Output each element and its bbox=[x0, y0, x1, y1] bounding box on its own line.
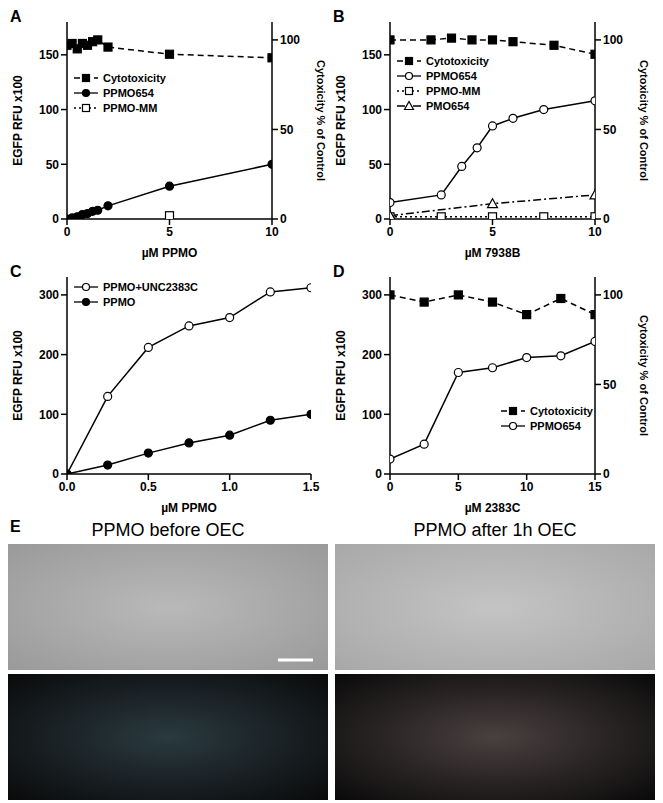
svg-text:µM PPMO: µM PPMO bbox=[161, 501, 217, 515]
svg-text:EGFP RFU x100: EGFP RFU x100 bbox=[11, 330, 25, 421]
svg-text:100: 100 bbox=[362, 408, 382, 422]
svg-text:0.0: 0.0 bbox=[59, 480, 76, 494]
svg-text:150: 150 bbox=[362, 48, 382, 62]
svg-text:100: 100 bbox=[603, 288, 623, 302]
html-text:PPMO654: PPMO654 bbox=[103, 86, 154, 99]
svg-text:5: 5 bbox=[455, 480, 462, 494]
svg-text:50: 50 bbox=[369, 158, 383, 172]
html-text:B: B bbox=[333, 8, 345, 25]
svg-text:0: 0 bbox=[603, 212, 610, 226]
html-text:Cytotoxicity: Cytotoxicity bbox=[426, 54, 489, 67]
svg-text:Cytoxicity % of Control: Cytoxicity % of Control bbox=[315, 60, 327, 181]
html-text:PPMO-MM: PPMO-MM bbox=[426, 84, 481, 97]
html-text:C: C bbox=[10, 263, 22, 280]
html-text:PPMO-MM: PPMO-MM bbox=[103, 101, 158, 114]
html-text:PPMO+UNC2383C: PPMO+UNC2383C bbox=[103, 280, 199, 293]
html-text:PPMO654: PPMO654 bbox=[426, 69, 477, 82]
svg-text:0: 0 bbox=[64, 225, 71, 239]
svg-text:0: 0 bbox=[387, 480, 394, 494]
html-text:PPMO before OEC: PPMO before OEC bbox=[91, 520, 245, 540]
svg-text:200: 200 bbox=[39, 348, 59, 362]
svg-text:100: 100 bbox=[362, 103, 382, 117]
svg-text:Cytoxicity % of Control: Cytoxicity % of Control bbox=[638, 60, 650, 181]
svg-text:0: 0 bbox=[280, 212, 287, 226]
svg-text:0: 0 bbox=[52, 212, 59, 226]
svg-text:0: 0 bbox=[603, 467, 610, 481]
svg-text:µM 7938B: µM 7938B bbox=[465, 246, 521, 260]
svg-text:1.0: 1.0 bbox=[221, 480, 238, 494]
html-text:PPMO654: PPMO654 bbox=[530, 419, 581, 432]
svg-text:100: 100 bbox=[39, 408, 59, 422]
svg-text:50: 50 bbox=[603, 378, 617, 392]
svg-text:0: 0 bbox=[52, 467, 59, 481]
html-text:Cytotoxicity: Cytotoxicity bbox=[103, 71, 166, 84]
svg-text:1.5: 1.5 bbox=[303, 480, 320, 494]
svg-text:0.5: 0.5 bbox=[140, 480, 157, 494]
svg-text:50: 50 bbox=[280, 123, 294, 137]
svg-text:100: 100 bbox=[39, 103, 59, 117]
svg-text:100: 100 bbox=[280, 33, 300, 47]
svg-text:300: 300 bbox=[362, 288, 382, 302]
svg-text:EGFP RFU x100: EGFP RFU x100 bbox=[334, 75, 348, 166]
svg-text:0: 0 bbox=[387, 225, 394, 239]
svg-text:300: 300 bbox=[39, 288, 59, 302]
html-text:PMO654: PMO654 bbox=[426, 99, 470, 112]
svg-text:15: 15 bbox=[588, 480, 602, 494]
svg-text:10: 10 bbox=[265, 225, 279, 239]
svg-text:EGFP RFU x100: EGFP RFU x100 bbox=[334, 330, 348, 421]
svg-text:200: 200 bbox=[362, 348, 382, 362]
svg-text:5: 5 bbox=[489, 225, 496, 239]
svg-text:EGFP RFU x100: EGFP RFU x100 bbox=[11, 75, 25, 166]
html-text:PPMO after 1h OEC: PPMO after 1h OEC bbox=[413, 520, 577, 540]
svg-text:10: 10 bbox=[588, 225, 602, 239]
svg-text:Cytoxicity % of Control: Cytoxicity % of Control bbox=[638, 315, 650, 436]
svg-text:5: 5 bbox=[166, 225, 173, 239]
svg-text:100: 100 bbox=[603, 33, 623, 47]
svg-text:µM PPMO: µM PPMO bbox=[142, 246, 198, 260]
html-text:D: D bbox=[333, 263, 345, 280]
svg-text:150: 150 bbox=[39, 48, 59, 62]
html-text:PPMO: PPMO bbox=[103, 295, 136, 308]
svg-text:0: 0 bbox=[375, 467, 382, 481]
html-text:A: A bbox=[10, 8, 22, 25]
svg-text:µM 2383C: µM 2383C bbox=[465, 501, 521, 515]
svg-text:0: 0 bbox=[375, 212, 382, 226]
svg-text:50: 50 bbox=[46, 158, 60, 172]
svg-text:50: 50 bbox=[603, 123, 617, 137]
html-text:Cytotoxicity: Cytotoxicity bbox=[530, 404, 593, 417]
svg-text:10: 10 bbox=[520, 480, 534, 494]
html-text:E: E bbox=[10, 518, 21, 535]
